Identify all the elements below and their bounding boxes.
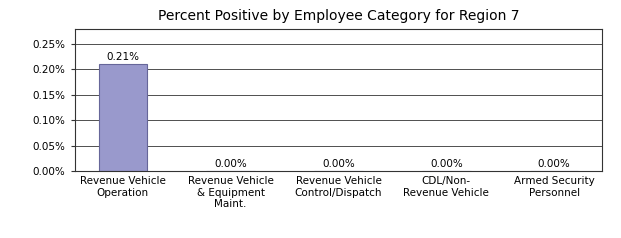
- Text: 0.00%: 0.00%: [430, 159, 463, 169]
- Bar: [99, 64, 147, 171]
- Text: 0.00%: 0.00%: [538, 159, 571, 169]
- Text: 0.21%: 0.21%: [106, 52, 139, 62]
- Text: 0.00%: 0.00%: [214, 159, 247, 169]
- Title: Percent Positive by Employee Category for Region 7: Percent Positive by Employee Category fo…: [158, 9, 519, 23]
- Text: 0.00%: 0.00%: [322, 159, 355, 169]
